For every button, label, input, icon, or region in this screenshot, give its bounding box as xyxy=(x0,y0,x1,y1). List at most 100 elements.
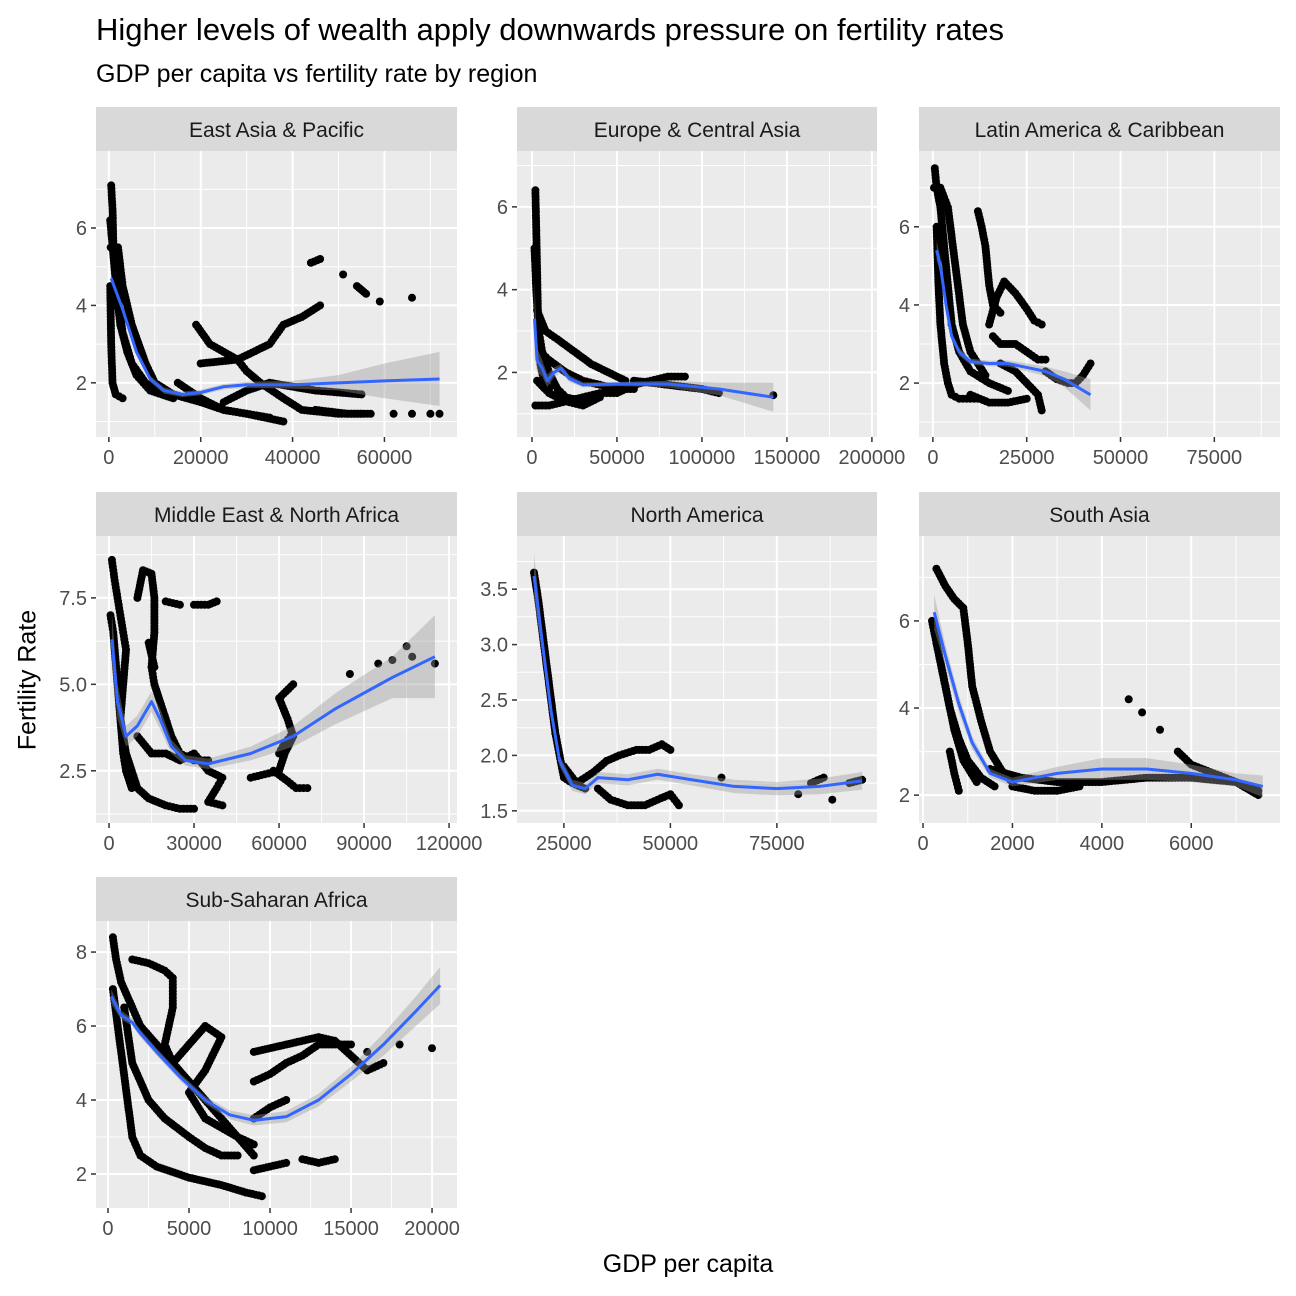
x-tick-label: 50000 xyxy=(1093,447,1149,469)
y-tick-label: 2 xyxy=(497,362,508,384)
data-point xyxy=(1037,406,1046,415)
data-point xyxy=(402,642,411,651)
data-point xyxy=(303,784,312,793)
x-tick-label: 100000 xyxy=(669,447,736,469)
x-tick-label: 15000 xyxy=(323,1218,379,1240)
data-point xyxy=(212,597,221,606)
facet-strip xyxy=(919,107,1280,151)
x-tick-label: 0 xyxy=(526,447,537,469)
panel-contents xyxy=(96,536,457,823)
confidence-band xyxy=(111,274,440,407)
data-point xyxy=(362,289,371,298)
x-tick-label: 10000 xyxy=(242,1218,298,1240)
data-point xyxy=(375,297,384,306)
data-point xyxy=(408,409,416,418)
facet-strip-label: Europe & Central Asia xyxy=(594,119,801,142)
confidence-band xyxy=(936,240,1091,411)
data-point xyxy=(347,1040,355,1049)
x-tick-label: 6000 xyxy=(1169,833,1214,855)
data-point xyxy=(714,389,723,398)
y-tick-label: 3.5 xyxy=(480,579,508,601)
data-point xyxy=(430,659,439,668)
facet-strip-label: East Asia & Pacific xyxy=(189,119,364,142)
y-tick-label: 4 xyxy=(899,295,910,317)
y-tick-label: 7.5 xyxy=(59,588,87,610)
data-point xyxy=(1086,359,1095,368)
facet-strip-label: Middle East & North Africa xyxy=(154,504,399,527)
data-point xyxy=(666,745,675,754)
smooth-trend-line xyxy=(110,639,436,766)
y-tick-label: 1.5 xyxy=(480,801,508,823)
confidence-band xyxy=(111,966,441,1126)
data-point xyxy=(357,390,366,399)
x-tick-label: 200000 xyxy=(839,447,906,469)
x-tick-label: 5000 xyxy=(167,1218,212,1240)
data-point xyxy=(828,795,837,804)
smooth-trend-line xyxy=(109,984,442,1122)
data-point xyxy=(190,804,198,813)
y-tick-label: 2 xyxy=(899,785,910,807)
data-point xyxy=(1138,708,1147,717)
x-tick-label: 0 xyxy=(103,447,114,469)
facet-strip-label: Latin America & Caribbean xyxy=(975,119,1225,142)
facet-panel: North America 25000 50000 75000 1.5 2.0 2.5 3.0… xyxy=(480,492,877,855)
data-point xyxy=(819,773,828,782)
y-tick-label: 6 xyxy=(76,218,87,240)
data-point xyxy=(345,670,354,678)
x-tick-label: 30000 xyxy=(166,833,222,855)
y-tick-label: 6 xyxy=(899,611,910,633)
confidence-band xyxy=(934,594,1263,798)
data-point xyxy=(118,394,127,403)
panel-contents xyxy=(919,536,1280,823)
facet-strip xyxy=(919,492,1280,536)
facet-strip-label: Sub-Saharan Africa xyxy=(185,889,367,912)
y-tick-label: 4 xyxy=(76,1090,87,1112)
facet-panel: Latin America & Caribbean 0 25000 50000 7500… xyxy=(899,107,1280,469)
data-point xyxy=(1022,394,1031,403)
y-tick-label: 6 xyxy=(76,1016,87,1038)
panel-background xyxy=(919,151,1280,437)
data-point xyxy=(428,1044,436,1053)
data-point xyxy=(379,1059,388,1067)
x-tick-label: 25000 xyxy=(536,833,592,855)
data-point xyxy=(389,409,398,418)
facet-panel: South Asia 0 2000 4000 6000 2 4 6 xyxy=(899,492,1280,855)
data-point xyxy=(1041,355,1050,364)
data-point xyxy=(981,371,990,380)
data-point xyxy=(1037,320,1046,329)
data-point xyxy=(435,409,444,418)
data-point xyxy=(717,773,726,782)
confidence-band xyxy=(534,553,863,796)
x-tick-label: 50000 xyxy=(643,833,699,855)
data-point xyxy=(249,1140,258,1149)
confidence-band xyxy=(534,281,774,412)
x-tick-label: 2000 xyxy=(990,833,1035,855)
x-tick-label: 25000 xyxy=(999,447,1055,469)
smooth-trend-line xyxy=(533,318,774,399)
facet-panel: Middle East & North Africa 0 30000 60000 900… xyxy=(59,492,482,855)
data-point xyxy=(595,393,604,402)
data-point xyxy=(1254,791,1263,800)
y-tick-label: 2.0 xyxy=(480,745,508,767)
data-point xyxy=(388,656,397,665)
facet-strip xyxy=(517,492,877,536)
data-point xyxy=(339,270,348,279)
data-point xyxy=(408,293,416,302)
data-point xyxy=(316,301,325,310)
x-tick-label: 150000 xyxy=(754,447,821,469)
data-point xyxy=(363,1047,372,1056)
facet-panel: Sub-Saharan Africa 0 5000 10000 15000 20000 2 4… xyxy=(76,877,460,1240)
y-tick-label: 2 xyxy=(76,373,87,395)
data-point xyxy=(175,600,184,609)
smooth-trend-line xyxy=(109,277,440,396)
x-tick-label: 20000 xyxy=(404,1218,460,1240)
facet-strip xyxy=(96,877,457,921)
data-point xyxy=(218,801,227,810)
facet-strip xyxy=(96,492,457,536)
y-tick-label: 4 xyxy=(497,280,508,302)
data-point xyxy=(674,801,683,810)
x-tick-label: 4000 xyxy=(1080,833,1125,855)
panel-background xyxy=(517,151,877,437)
x-tick-label: 60000 xyxy=(357,447,413,469)
y-tick-label: 2 xyxy=(899,373,910,395)
